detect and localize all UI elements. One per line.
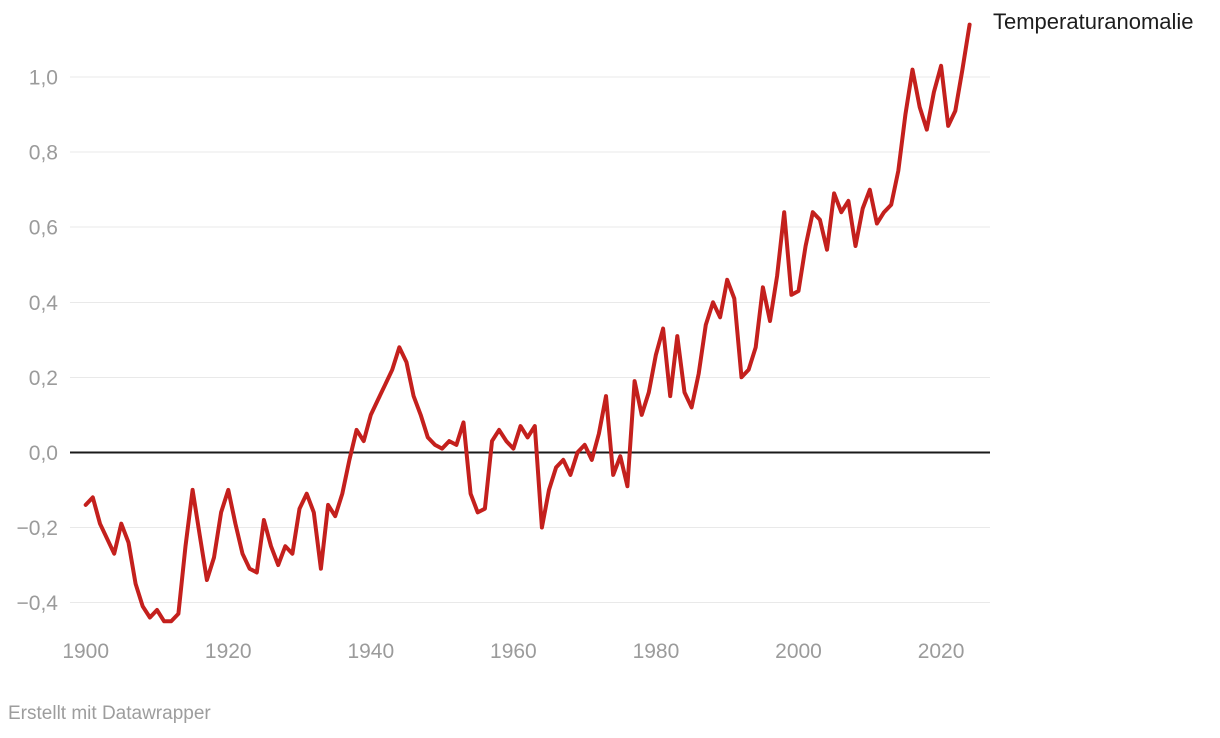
y-tick-label: 1,0 — [29, 67, 58, 90]
x-tick-label: 2000 — [775, 640, 822, 663]
y-tick-label: 0,4 — [29, 292, 59, 315]
x-tick-label: 1960 — [490, 640, 537, 663]
x-tick-label: 1920 — [205, 640, 252, 663]
y-tick-label: 0,6 — [29, 217, 58, 240]
x-axis-labels-group: 1900 1920 1940 1960 1980 2000 2020 — [62, 640, 964, 663]
y-axis-labels-group: 1,0 0,8 0,6 0,4 0,2 0,0 −0,2 −0,4 — [17, 67, 59, 615]
series-line-group — [83, 22, 972, 624]
x-tick-label: 2020 — [918, 640, 965, 663]
x-tick-label: 1940 — [347, 640, 394, 663]
x-tick-label: 1900 — [62, 640, 109, 663]
datawrapper-credit: Erstellt mit Datawrapper — [8, 703, 211, 724]
y-tick-label: −0,2 — [17, 517, 58, 540]
y-tick-label: −0,4 — [17, 592, 59, 615]
y-tick-label: 0,2 — [29, 367, 58, 390]
series-end-label: Temperaturanomalie — [993, 9, 1194, 34]
y-tick-label: 0,8 — [29, 142, 58, 165]
y-tick-label: 0,0 — [29, 442, 58, 465]
x-tick-label: 1980 — [633, 640, 680, 663]
temperature-anomaly-line — [83, 22, 972, 624]
gridlines-group — [70, 76, 990, 604]
